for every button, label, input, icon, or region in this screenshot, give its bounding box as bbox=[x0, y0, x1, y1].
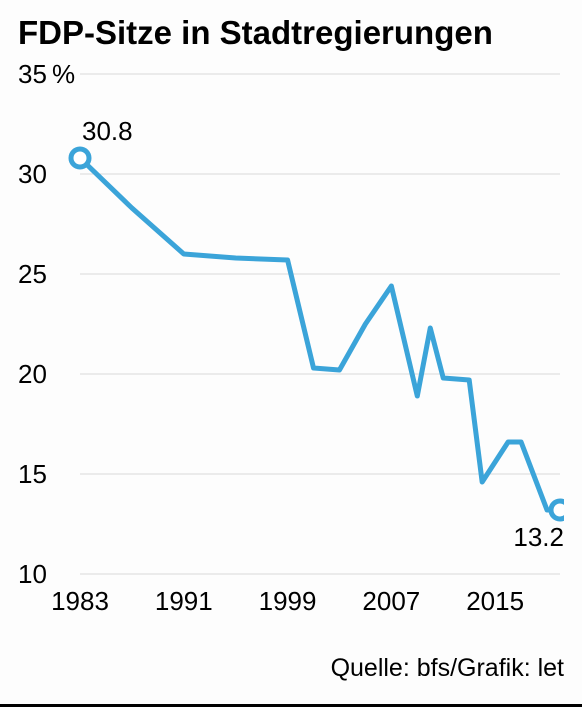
y-tick-label: 10 bbox=[18, 559, 47, 589]
x-tick-label: 1983 bbox=[51, 586, 109, 616]
y-unit-label: % bbox=[52, 59, 75, 89]
y-tick-label: 35 bbox=[18, 59, 47, 89]
chart-title: FDP-Sitze in Stadtregierungen bbox=[18, 14, 564, 52]
y-tick-label: 20 bbox=[18, 359, 47, 389]
x-tick-label: 2015 bbox=[466, 586, 524, 616]
end-value-label: 13.2 bbox=[513, 522, 564, 552]
x-tick-label: 1991 bbox=[155, 586, 213, 616]
y-tick-label: 25 bbox=[18, 259, 47, 289]
source-attribution: Quelle: bfs/Grafik: let bbox=[331, 654, 564, 683]
line-chart: 10 15 20 25 30 35% 1983 1991 1999 2007 2015 30.8 13.… bbox=[18, 58, 564, 658]
end-marker bbox=[551, 501, 564, 519]
x-tick-label: 1999 bbox=[259, 586, 317, 616]
start-marker bbox=[71, 149, 89, 167]
data-line bbox=[80, 158, 560, 510]
chart-area: 10 15 20 25 30 35% 1983 1991 1999 2007 2015 30.8 13.… bbox=[18, 58, 564, 692]
y-tick-label: 15 bbox=[18, 459, 47, 489]
x-tick-label: 2007 bbox=[362, 586, 420, 616]
start-value-label: 30.8 bbox=[82, 116, 133, 146]
y-tick-label: 30 bbox=[18, 159, 47, 189]
